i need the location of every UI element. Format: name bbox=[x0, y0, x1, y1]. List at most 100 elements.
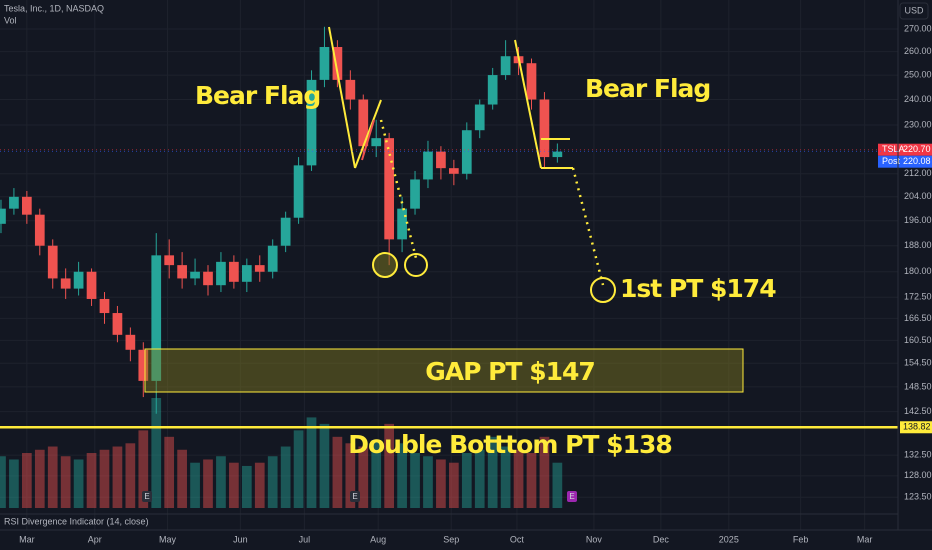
candle-body bbox=[332, 47, 343, 80]
x-tick-label: 2025 bbox=[719, 534, 739, 544]
volume-bar bbox=[449, 462, 459, 508]
candle-body bbox=[306, 79, 317, 166]
y-tick-label: 128.00 bbox=[904, 470, 932, 480]
volume-bar bbox=[280, 446, 291, 508]
volume-bar bbox=[9, 459, 19, 508]
x-tick-label: Dec bbox=[653, 534, 670, 544]
price-tag-label: 220.08 bbox=[903, 156, 931, 166]
candle-body bbox=[229, 261, 239, 282]
candle-body bbox=[280, 217, 291, 246]
volume-bar bbox=[526, 453, 537, 508]
candle-body bbox=[151, 255, 162, 381]
events: E E E bbox=[142, 491, 577, 502]
x-tick-label: Sep bbox=[443, 534, 459, 544]
event[interactable]: E bbox=[569, 492, 574, 501]
y-tick-label: 172.50 bbox=[904, 292, 932, 302]
currency[interactable]: USD bbox=[904, 5, 924, 15]
candle-body bbox=[254, 265, 265, 272]
flagpole bbox=[514, 39, 542, 169]
x-tick-label: Oct bbox=[510, 534, 525, 544]
candle-body bbox=[423, 151, 433, 180]
volume-bar bbox=[254, 462, 265, 508]
volume-layer bbox=[0, 398, 563, 508]
candle-body bbox=[397, 208, 407, 240]
candle-body bbox=[371, 138, 382, 147]
candle-body bbox=[34, 214, 45, 246]
candle-body bbox=[203, 271, 213, 286]
price-tag bbox=[878, 143, 932, 156]
candle-body bbox=[112, 313, 123, 335]
candle-body bbox=[526, 63, 537, 100]
volume-bar bbox=[436, 459, 446, 508]
y-tick-label: 180.00 bbox=[904, 266, 932, 276]
y-tick-label: 148.50 bbox=[904, 381, 932, 391]
flagpole bbox=[328, 26, 356, 169]
candle-body bbox=[436, 151, 446, 169]
volume-bar bbox=[138, 430, 149, 508]
y-tick-label: 132.50 bbox=[904, 450, 932, 460]
candle-body bbox=[552, 151, 563, 158]
x-tick-label: Aug bbox=[370, 534, 386, 544]
volume-bar bbox=[332, 436, 343, 508]
volume-bar bbox=[216, 456, 226, 508]
volume-bar bbox=[345, 443, 356, 508]
y-tick-label: 196.00 bbox=[904, 215, 932, 225]
x-tick-label: Jun bbox=[233, 534, 248, 544]
gap-zone bbox=[144, 348, 744, 393]
volume-bar bbox=[487, 436, 498, 508]
candle-body bbox=[9, 196, 19, 209]
candle-body bbox=[293, 165, 304, 218]
candle-body bbox=[138, 349, 149, 381]
event-badge bbox=[142, 491, 152, 502]
x-tick-label: Apr bbox=[88, 534, 102, 544]
volume-bar bbox=[410, 453, 420, 508]
candle-body bbox=[461, 130, 472, 174]
y-tick-label: 142.50 bbox=[904, 406, 932, 416]
x-tick-label: Jul bbox=[299, 534, 311, 544]
y-tick-label: 166.50 bbox=[904, 313, 932, 323]
volume-label: Vol bbox=[4, 15, 17, 25]
volume-bar bbox=[474, 449, 485, 508]
candle-body bbox=[449, 168, 459, 174]
indicator-label: RSI Divergence Indicator (14, close) bbox=[4, 516, 149, 526]
volume-bar bbox=[21, 453, 32, 508]
candle-body bbox=[73, 271, 84, 289]
annotation: Bear Flag bbox=[585, 74, 710, 103]
candle-body bbox=[500, 56, 511, 76]
axes: 270.00 260.00 250.00 240.00 230.00 212.00 204.… bbox=[19, 23, 931, 544]
candle-body bbox=[0, 208, 6, 224]
symbol-title: Tesla, Inc., 1D, NASDAQ bbox=[4, 3, 104, 13]
price-tag-name: Post bbox=[882, 156, 901, 166]
price-tag-label: 138.82 bbox=[903, 422, 931, 432]
volume-bar bbox=[99, 449, 110, 508]
annotation: 1st PT $174 bbox=[620, 274, 776, 303]
candle-body bbox=[99, 298, 110, 314]
volume-bar bbox=[306, 417, 317, 508]
price-tag-name: TSLA bbox=[882, 144, 905, 154]
y-tick-label: 240.00 bbox=[904, 94, 932, 104]
currency-button[interactable] bbox=[899, 2, 929, 20]
x-tick-label: Feb bbox=[793, 534, 809, 544]
volume-bar bbox=[397, 443, 407, 508]
volume-bar bbox=[423, 456, 433, 508]
y-tick-label: 204.00 bbox=[904, 191, 932, 201]
volume-bar bbox=[73, 459, 84, 508]
target-circle bbox=[404, 253, 428, 277]
price-tag bbox=[900, 421, 932, 434]
candle-body bbox=[190, 271, 200, 279]
candle-body bbox=[345, 79, 356, 100]
volume-bar bbox=[513, 449, 524, 508]
y-tick-label: 230.00 bbox=[904, 119, 932, 129]
event[interactable]: E bbox=[144, 492, 149, 501]
target-circle bbox=[590, 277, 616, 303]
volume-bar bbox=[125, 443, 136, 508]
annotation: Double Botttom PT $138 bbox=[348, 430, 672, 459]
x-tick-label: May bbox=[159, 534, 177, 544]
volume-bar bbox=[371, 440, 382, 508]
volume-bar bbox=[319, 423, 330, 508]
event[interactable]: E bbox=[352, 492, 357, 501]
volume-bar bbox=[60, 456, 71, 508]
candle-body bbox=[47, 245, 58, 279]
x-tick-label: Mar bbox=[857, 534, 873, 544]
